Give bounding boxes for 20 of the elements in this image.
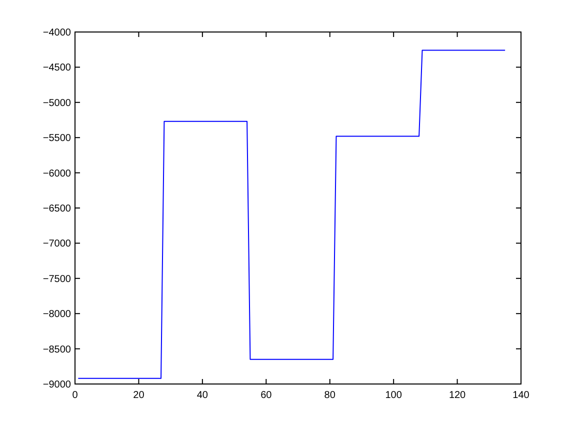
x-tick-label: 120 bbox=[448, 390, 466, 401]
x-tick-label: 80 bbox=[324, 390, 336, 401]
y-tick-label: −7000 bbox=[42, 238, 72, 250]
y-tick-label: −5500 bbox=[42, 133, 72, 144]
y-tick-label: −6500 bbox=[42, 204, 72, 214]
x-tick-label: 60 bbox=[260, 390, 272, 401]
x-tick-label: 100 bbox=[385, 390, 402, 401]
y-tick-label: −4000 bbox=[42, 28, 72, 38]
y-tick-label: −6000 bbox=[42, 168, 72, 180]
x-tick-label: 0 bbox=[72, 390, 78, 401]
x-tick-label: 40 bbox=[196, 390, 208, 401]
y-tick-label: −4500 bbox=[42, 62, 72, 74]
x-tick-label: 20 bbox=[133, 390, 145, 401]
y-tick-label: −9000 bbox=[42, 380, 72, 390]
y-tick-label: −8500 bbox=[42, 344, 72, 356]
y-tick-label: −8000 bbox=[42, 309, 72, 320]
y-tick-label: −7500 bbox=[42, 274, 72, 285]
y-tick-label: −5000 bbox=[42, 98, 72, 109]
x-tick-label: 140 bbox=[512, 390, 530, 401]
line-series bbox=[78, 50, 506, 379]
